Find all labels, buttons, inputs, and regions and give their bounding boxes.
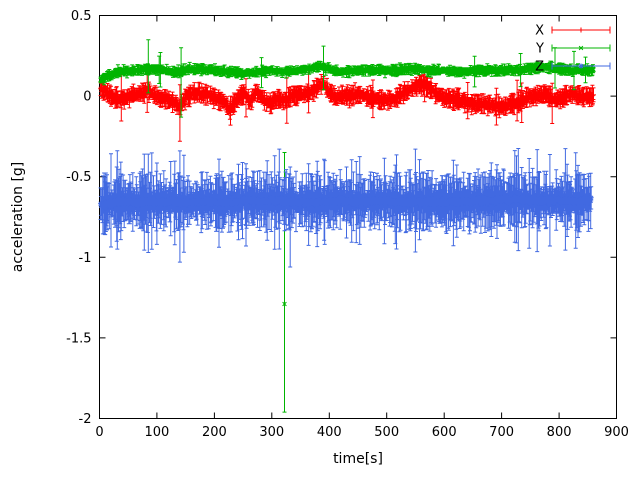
x-tick-label: 300 bbox=[259, 425, 284, 440]
series-Z-errorbars bbox=[98, 148, 594, 268]
series-Z-markers bbox=[98, 193, 594, 211]
plot-series bbox=[98, 39, 596, 413]
series-Y bbox=[98, 39, 596, 413]
y-tick-label: 0 bbox=[83, 90, 91, 105]
legend-entry-Y: Y bbox=[535, 42, 611, 57]
x-tick-label: 900 bbox=[604, 425, 629, 440]
x-tick-label: 800 bbox=[547, 425, 572, 440]
legend-label: X bbox=[535, 24, 544, 39]
x-tick-label: 600 bbox=[432, 425, 457, 440]
x-tick-label: 0 bbox=[95, 425, 103, 440]
series-Z bbox=[98, 148, 594, 268]
legend-label: Y bbox=[535, 42, 544, 57]
x-tick-label: 400 bbox=[317, 425, 342, 440]
y-tick-label: 0.5 bbox=[71, 9, 92, 24]
legend-sample bbox=[551, 44, 611, 52]
x-tick-label: 200 bbox=[202, 425, 227, 440]
y-tick-label: -1 bbox=[79, 251, 92, 266]
legend-sample bbox=[551, 62, 611, 70]
y-tick-label: -2 bbox=[79, 412, 92, 427]
legend-label: Z bbox=[535, 60, 544, 75]
y-axis-label: acceleration [g] bbox=[10, 162, 26, 273]
y-tick-label: -0.5 bbox=[66, 170, 91, 185]
legend-entry-Z: Z bbox=[535, 60, 611, 75]
legend-sample bbox=[551, 26, 611, 34]
x-tick-label: 700 bbox=[489, 425, 514, 440]
x-axis-label: time[s] bbox=[333, 451, 383, 467]
series-Y-markers bbox=[98, 63, 596, 307]
y-tick-label: -1.5 bbox=[66, 331, 91, 346]
plot-frame: 0 100 200 300 400 500 600 700 800 900 -2 -1.5 -1 -0.5… bbox=[66, 9, 629, 440]
x-tick-label: 500 bbox=[374, 425, 399, 440]
legend-entry-X: X bbox=[535, 24, 611, 39]
plot-legend: XYZ bbox=[535, 24, 611, 75]
series-X bbox=[98, 68, 596, 142]
series-X-markers bbox=[98, 80, 596, 114]
plot-border bbox=[99, 15, 617, 419]
x-tick-label: 100 bbox=[144, 425, 169, 440]
